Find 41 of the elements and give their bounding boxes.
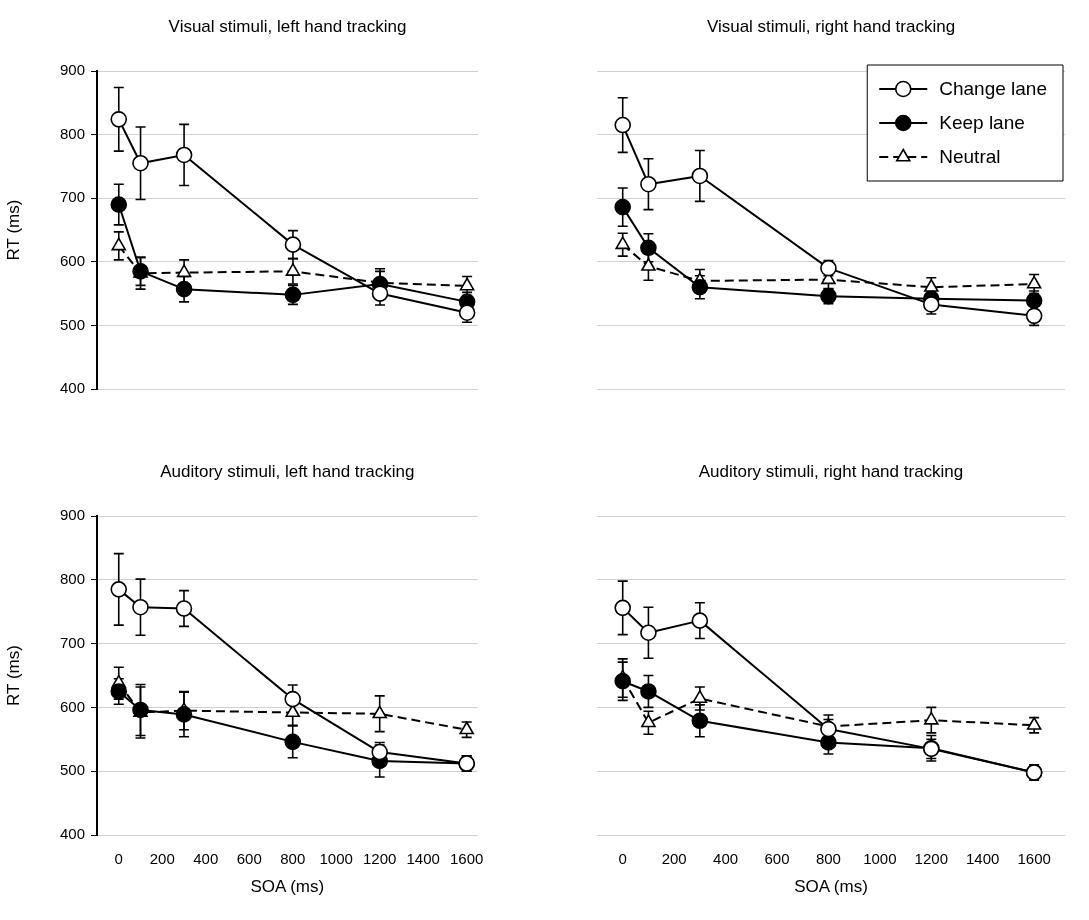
y-tick-label: 800 [59,569,85,587]
y-axis-title: RT (ms) [3,645,23,706]
x-tick-label: 1200 [914,850,948,868]
x-tick-label: 1000 [319,850,353,868]
y-tick-label: 500 [59,761,85,779]
chart-title: Auditory stimuli, left hand tracking [160,461,415,481]
legend-label: Neutral [939,146,1001,168]
legend-label: Keep lane [939,112,1025,134]
y-tick-label: 600 [59,251,85,269]
y-tick-label: 900 [59,506,85,524]
x-tick-label: 0 [114,850,123,868]
y-tick-label: 700 [59,188,85,206]
x-axis-title: SOA (ms) [794,877,868,897]
y-tick-label: 400 [59,379,85,397]
x-tick-label: 1400 [966,850,1000,868]
x-tick-label: 200 [149,850,175,868]
x-tick-label: 1600 [1017,850,1051,868]
y-tick-label: 900 [59,61,85,79]
x-tick-label: 1400 [406,850,440,868]
x-tick-label: 200 [661,850,687,868]
x-tick-label: 600 [236,850,262,868]
y-tick-label: 800 [59,124,85,142]
x-tick-label: 1000 [863,850,897,868]
chart-title: Visual stimuli, left hand tracking [168,16,407,36]
x-tick-label: 400 [713,850,739,868]
chart-title: Visual stimuli, right hand tracking [706,16,956,36]
x-tick-label: 600 [764,850,790,868]
x-tick-label: 800 [280,850,306,868]
y-tick-label: 500 [59,315,85,333]
x-tick-label: 400 [193,850,219,868]
x-tick-label: 800 [815,850,841,868]
y-tick-label: 600 [59,697,85,715]
chart-title: Auditory stimuli, right hand tracking [698,461,964,481]
x-axis-title: SOA (ms) [250,877,325,897]
y-tick-label: 700 [59,633,85,651]
x-tick-label: 1200 [363,850,397,868]
y-axis-title: RT (ms) [3,199,23,261]
x-tick-label: 1600 [450,850,484,868]
x-tick-label: 0 [618,850,627,868]
y-tick-label: 400 [59,825,85,843]
legend-label: Change lane [939,78,1048,100]
